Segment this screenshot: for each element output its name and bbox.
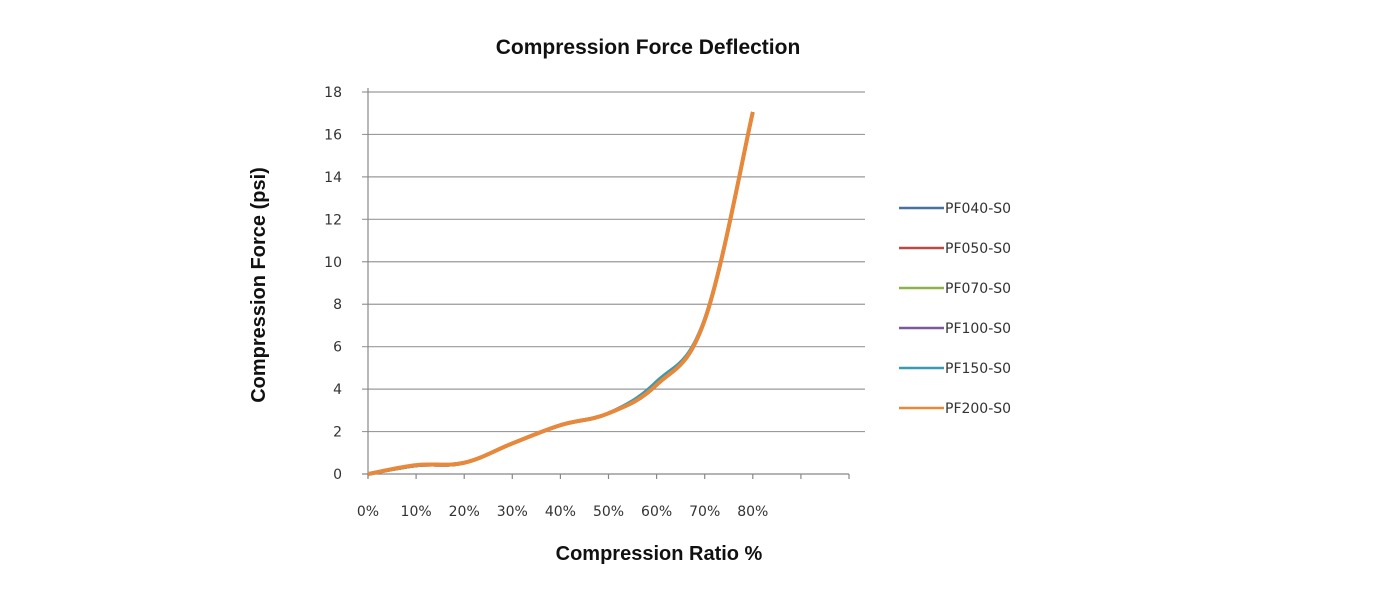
x-tick-label: 80% <box>737 504 768 520</box>
y-tick-label: 8 <box>333 297 342 313</box>
series-line-pf070-s0 <box>367 111 755 476</box>
x-tick-label: 40% <box>545 504 576 520</box>
y-tick-label: 18 <box>324 85 342 101</box>
x-tick-label: 50% <box>593 504 624 520</box>
x-tick-label: 10% <box>401 504 432 520</box>
x-axis-label: Compression Ratio % <box>556 543 763 565</box>
y-tick-label: 14 <box>324 170 342 186</box>
chart-title: Compression Force Deflection <box>496 36 801 59</box>
x-tick-label: 20% <box>449 504 480 520</box>
y-tick-label: 2 <box>333 425 342 441</box>
legend-label: PF040-S0 <box>945 201 1011 217</box>
series-line-pf050-s0 <box>367 111 755 476</box>
y-tick-label: 10 <box>324 255 342 271</box>
legend-label: PF050-S0 <box>945 241 1011 257</box>
x-tick-label: 70% <box>689 504 720 520</box>
legend-label: PF070-S0 <box>945 281 1011 297</box>
y-tick-label: 12 <box>324 212 342 228</box>
series-line-pf200-s0 <box>367 111 755 476</box>
legend-label: PF100-S0 <box>945 321 1011 337</box>
series-line-pf150-s0 <box>367 111 755 476</box>
x-tick-label: 0% <box>357 504 379 520</box>
y-tick-label: 4 <box>333 382 342 398</box>
legend-label: PF150-S0 <box>945 361 1011 377</box>
y-tick-label: 6 <box>333 340 342 356</box>
y-axis-label: Compression Force (psi) <box>248 167 270 403</box>
y-tick-label: 16 <box>324 127 342 143</box>
y-tick-label: 0 <box>333 467 342 483</box>
series-line-pf100-s0 <box>367 111 755 476</box>
series-line-pf040-s0 <box>367 111 755 476</box>
x-tick-label: 30% <box>497 504 528 520</box>
legend-label: PF200-S0 <box>945 401 1011 417</box>
x-tick-label: 60% <box>641 504 672 520</box>
